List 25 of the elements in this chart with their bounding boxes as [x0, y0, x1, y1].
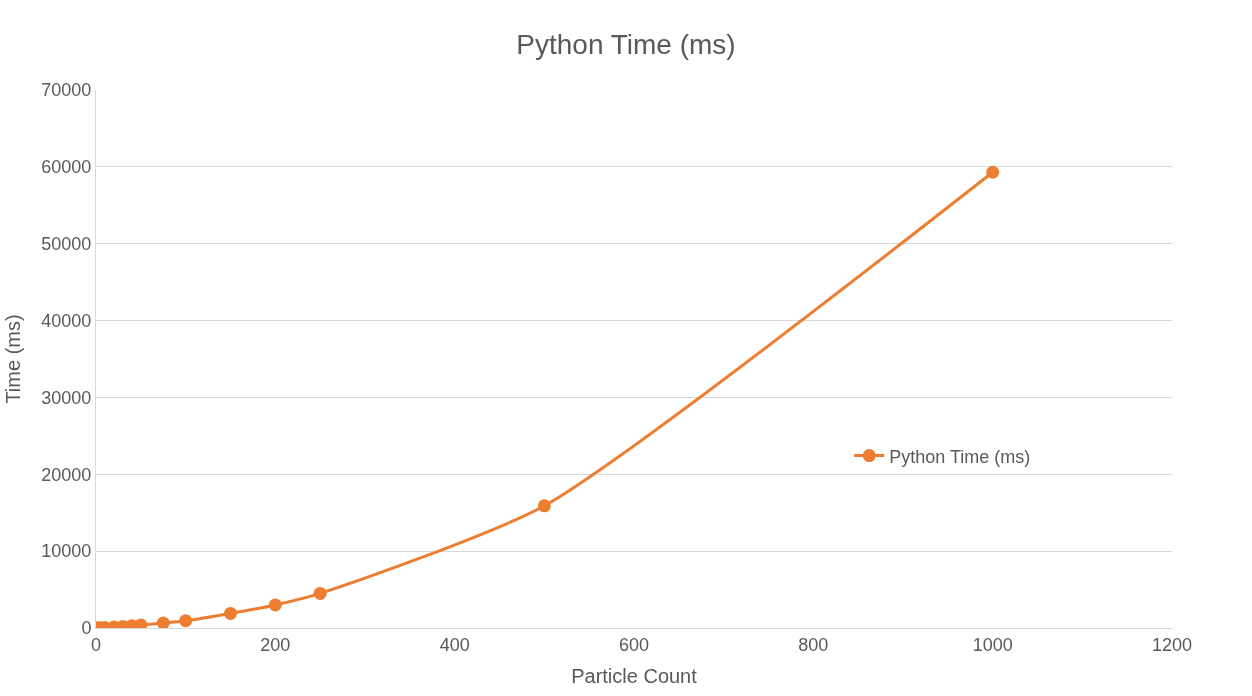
legend-label: Python Time (ms) [889, 446, 1031, 467]
y-tick-label: 30000 [41, 387, 92, 408]
point [179, 614, 193, 628]
y-tick-label: 50000 [41, 234, 92, 255]
x-tick-label: 200 [260, 634, 291, 655]
point [313, 586, 327, 600]
point [986, 165, 1000, 179]
x-tick-label: 1000 [972, 634, 1013, 655]
x-tick-label: 800 [798, 634, 829, 655]
x-tick-label: 600 [618, 634, 650, 655]
y-tick-label: 20000 [41, 464, 92, 485]
point [156, 616, 170, 628]
x-tick-label: 1200 [1151, 634, 1193, 655]
y-tick-label: 0 [81, 618, 92, 639]
point [224, 606, 237, 620]
chart-title: Python Time (ms) [516, 29, 736, 61]
y-axis-title: Time (ms) [1, 314, 24, 404]
x-axis-title: Particle Count [571, 665, 698, 688]
y-tick-label: 40000 [41, 310, 92, 331]
y-tick-label: 10000 [41, 541, 92, 562]
point [537, 499, 551, 513]
y-tick-label: 60000 [41, 157, 92, 178]
x-tick-label: 400 [439, 634, 470, 655]
y-tick-label: 70000 [41, 80, 92, 101]
point [268, 598, 282, 612]
